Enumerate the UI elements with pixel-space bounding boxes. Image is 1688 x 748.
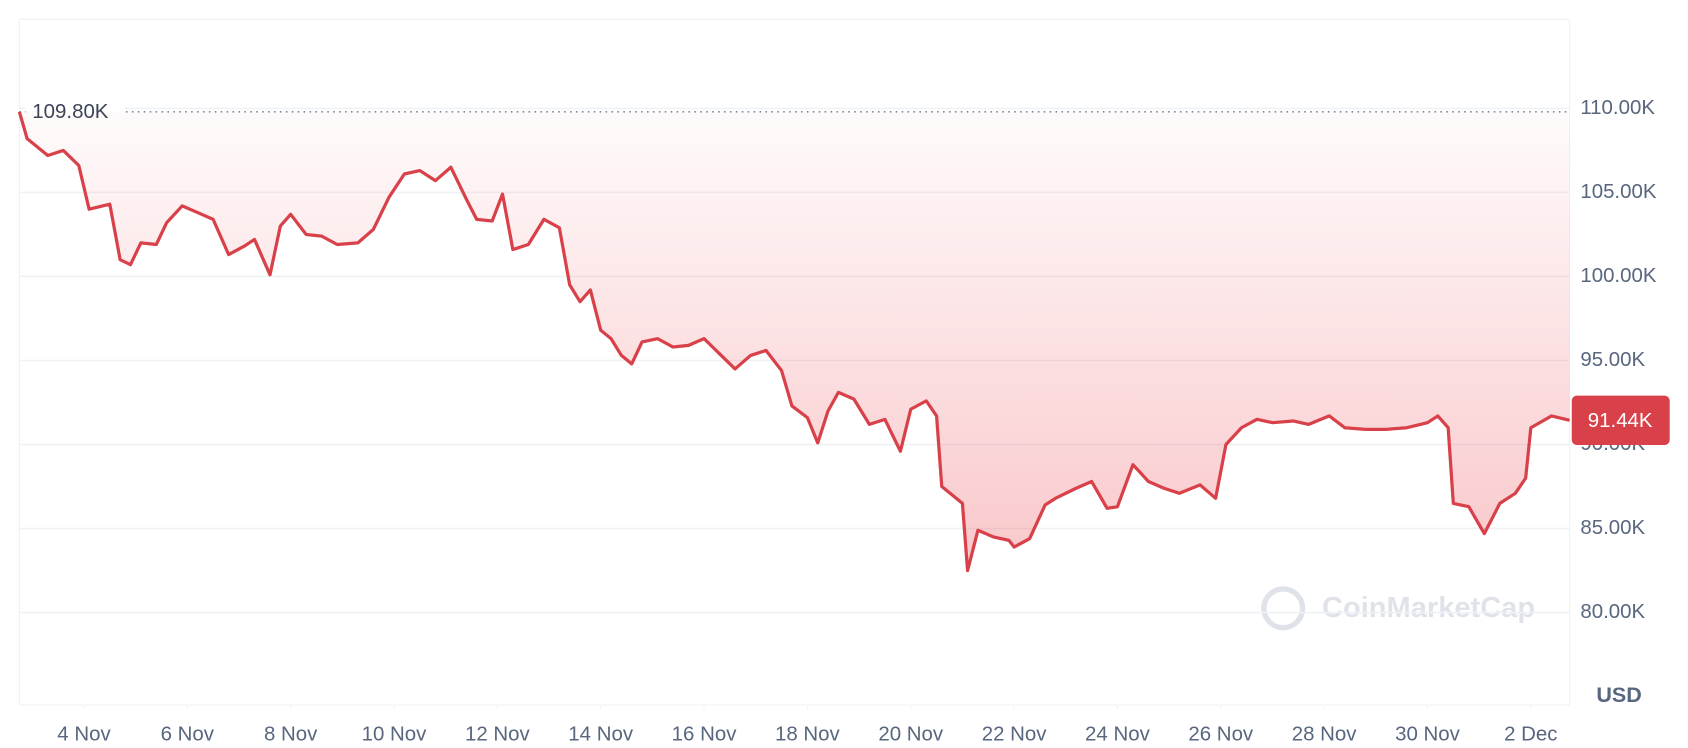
x-tick-label: 16 Nov bbox=[672, 724, 738, 746]
x-tick-label: 12 Nov bbox=[465, 724, 531, 746]
y-tick-label: 95.00K bbox=[1580, 349, 1645, 371]
x-tick-label: 2 Dec bbox=[1504, 724, 1557, 746]
y-tick-label: 85.00K bbox=[1580, 517, 1645, 539]
x-tick-label: 18 Nov bbox=[775, 724, 841, 746]
x-tick-label: 14 Nov bbox=[568, 724, 634, 746]
y-tick-label: 100.00K bbox=[1580, 265, 1657, 287]
x-tick-label: 26 Nov bbox=[1188, 724, 1254, 746]
last-price-badge bbox=[1571, 395, 1670, 446]
y-tick-label: 105.00K bbox=[1580, 181, 1657, 203]
watermark-text: CoinMarketCap bbox=[1322, 592, 1535, 624]
x-tick-label: 10 Nov bbox=[362, 724, 428, 746]
watermark-logo bbox=[1261, 586, 1306, 631]
last-price-label: 91.44K bbox=[1588, 410, 1653, 432]
x-tick-label: 4 Nov bbox=[57, 724, 111, 746]
x-tick-label: 6 Nov bbox=[161, 724, 215, 746]
price-line bbox=[17, 111, 1570, 573]
x-tick-label: 30 Nov bbox=[1395, 724, 1461, 746]
unit-label: USD bbox=[1596, 683, 1641, 707]
x-tick-label: 22 Nov bbox=[982, 724, 1048, 746]
x-tick-label: 20 Nov bbox=[878, 724, 944, 746]
y-tick-label: 80.00K bbox=[1580, 601, 1645, 623]
watermark: CoinMarketCap bbox=[1261, 586, 1535, 631]
y-tick-label: 110.00K bbox=[1580, 97, 1655, 119]
x-tick-label: 8 Nov bbox=[264, 724, 318, 746]
area-fill bbox=[19, 111, 1570, 571]
x-tick-label: 28 Nov bbox=[1292, 724, 1358, 746]
x-tick-label: 24 Nov bbox=[1085, 724, 1151, 746]
